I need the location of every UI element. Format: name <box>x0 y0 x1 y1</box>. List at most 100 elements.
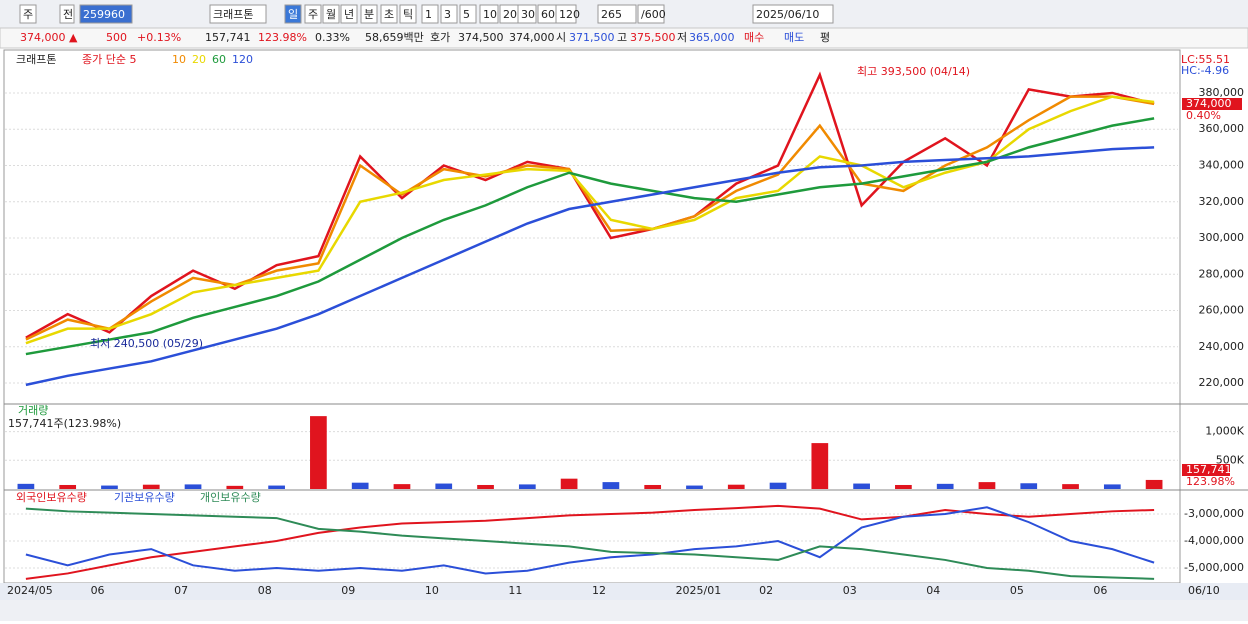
quote-low: 365,000 <box>689 31 735 44</box>
y-tick-label: 300,000 <box>1199 231 1245 244</box>
toolbar-text: 20 <box>503 8 517 21</box>
toolbar-button[interactable] <box>459 4 477 24</box>
toolbar-text: 30 <box>521 8 535 21</box>
y-tick-label: 280,000 <box>1199 267 1245 280</box>
x-tick-label: 12 <box>592 584 606 597</box>
toolbar-button[interactable] <box>19 4 37 24</box>
quote-bid_label: 호가 <box>430 31 450 44</box>
volume-bar <box>518 484 536 489</box>
toolbar-text: 265 <box>601 8 622 21</box>
quote-open: 371,500 <box>569 31 615 44</box>
toolbar-text: 259960 <box>83 8 125 21</box>
volume-bar <box>727 484 745 489</box>
volume-last: 157,741 <box>1186 463 1232 476</box>
y-tick-label: 500K <box>1216 453 1245 466</box>
toolbar-text: 5 <box>463 8 470 21</box>
quote-volume: 157,741 <box>205 31 251 44</box>
line <box>25 117 1155 356</box>
volume-bar <box>644 484 662 489</box>
toolbar-button[interactable] <box>322 4 340 24</box>
toolbar-text: /600 <box>641 8 666 21</box>
x-tick-label: 06 <box>91 584 105 597</box>
y-tick-label: -5,000,000 <box>1184 561 1244 574</box>
quote-ask: 374,500 <box>458 31 504 44</box>
volume-bar <box>936 483 954 489</box>
toolbar-button[interactable] <box>440 4 458 24</box>
toolbar-text: 초 <box>384 8 394 21</box>
line <box>25 504 1155 580</box>
volume-bar <box>351 482 369 489</box>
x-end-label: 06/10 <box>1188 584 1220 597</box>
toolbar-text: 주 <box>308 8 318 21</box>
y-tick-label: 380,000 <box>1199 86 1245 99</box>
volume-bar <box>1020 483 1038 489</box>
volume-ratio: 123.98% <box>1186 475 1235 488</box>
toolbar-button[interactable] <box>399 4 417 24</box>
legend-entry: 120 <box>232 53 253 66</box>
toolbar-text: 120 <box>559 8 580 21</box>
toolbar-button[interactable] <box>304 4 322 24</box>
toolbar-text: 1 <box>425 8 432 21</box>
volume-bar <box>184 484 202 489</box>
toolbar-button[interactable] <box>637 4 665 24</box>
toolbar-button[interactable] <box>79 4 133 24</box>
x-tick-label: 09 <box>341 584 355 597</box>
toolbar-text: 전 <box>63 8 73 21</box>
hc: HC:-4.96 <box>1181 64 1229 77</box>
toolbar-button[interactable] <box>209 4 267 24</box>
line <box>25 71 1155 339</box>
volume-bar <box>1103 484 1121 489</box>
y-tick-label: 320,000 <box>1199 195 1245 208</box>
quote-high_label: 고 <box>617 31 627 44</box>
volume-bar <box>895 484 912 489</box>
toolbar-button[interactable] <box>380 4 398 24</box>
toolbar-text: 60 <box>541 8 555 21</box>
legend-entry: 20 <box>192 53 206 66</box>
toolbar-button[interactable] <box>555 4 577 24</box>
toolbar-text: 크래프톤 <box>213 8 253 21</box>
volume-bar <box>560 478 578 489</box>
scroll-bar[interactable] <box>0 600 1248 621</box>
volume-bar <box>142 484 160 489</box>
volume-bar <box>59 484 77 489</box>
x-tick-label: 2025/01 <box>676 584 722 597</box>
toolbar-button[interactable] <box>597 4 637 24</box>
quote-change_pct: +0.13% <box>137 31 181 44</box>
x-tick-label: 06 <box>1093 584 1107 597</box>
volume-bar <box>310 416 327 489</box>
y-tick-label: 260,000 <box>1199 304 1245 317</box>
x-tick-label: 07 <box>174 584 188 597</box>
legend-entry: 개인보유수량 <box>200 491 261 504</box>
price-tag <box>1182 98 1242 110</box>
toolbar-button[interactable] <box>360 4 378 24</box>
toolbar-button[interactable] <box>59 4 75 24</box>
toolbar-text: 틱 <box>403 8 413 21</box>
legend-entry: 60 <box>212 53 226 66</box>
quote-volume_ratio: 123.98% <box>258 31 307 44</box>
toolbar-button[interactable] <box>517 4 537 24</box>
quote-bid: 374,000 <box>509 31 555 44</box>
volume-bar <box>811 443 829 489</box>
symbol: 크래프톤 <box>16 53 56 66</box>
y-tick-label: 220,000 <box>1199 376 1245 389</box>
quote-buy: 매수 <box>744 31 764 44</box>
volume-bar <box>686 485 703 489</box>
legend-entry: 10 <box>172 53 186 66</box>
toolbar-button[interactable] <box>479 4 499 24</box>
y-tick-label: 240,000 <box>1199 340 1245 353</box>
line <box>25 146 1155 387</box>
toolbar-button[interactable] <box>421 4 439 24</box>
quote-bar <box>0 27 1248 49</box>
volume-bar <box>602 482 620 489</box>
volume-bar <box>435 483 453 489</box>
toolbar-text: 10 <box>483 8 497 21</box>
toolbar-button[interactable] <box>752 4 834 24</box>
toolbar-button[interactable] <box>284 4 302 24</box>
volume-bar <box>393 484 411 489</box>
toolbar-text: 2025/06/10 <box>756 8 819 21</box>
quote-amount: 58,659백만 <box>365 31 424 44</box>
toolbar-button[interactable] <box>340 4 358 24</box>
volume-bar <box>853 483 870 489</box>
